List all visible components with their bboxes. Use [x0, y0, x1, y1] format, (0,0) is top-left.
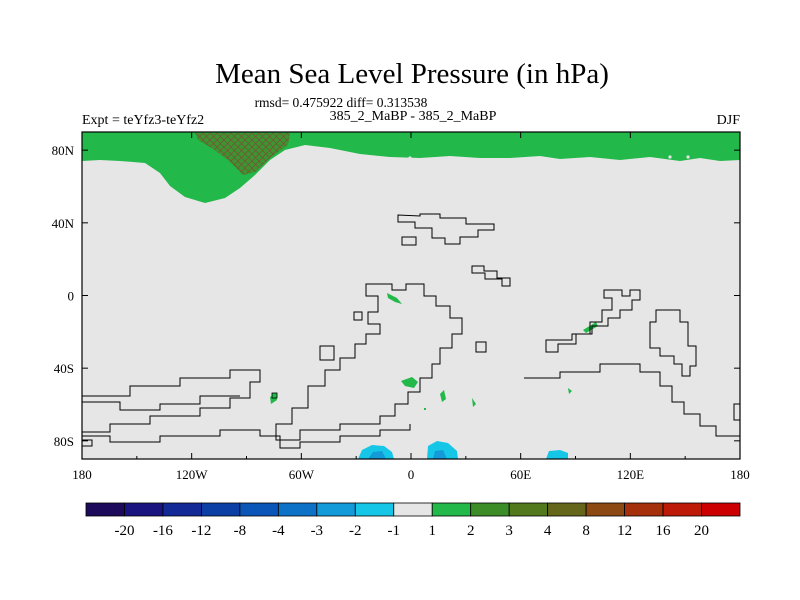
colorbar-label: -4	[272, 523, 285, 539]
stats-label: rmsd= 0.475922 diff= 0.313538	[255, 95, 428, 110]
colorbar-swatch	[201, 502, 241, 517]
y-axis: 80N 40N 0 40S 80S	[52, 143, 740, 449]
coast-madagascar	[475, 341, 487, 353]
x-tick-label: 180	[730, 467, 750, 482]
coast-africa	[275, 283, 463, 441]
expt-label: Expt = teYfz3-teYfz2	[82, 113, 204, 128]
colorbar-label: 16	[656, 523, 672, 539]
antarctic-negative-region-inner	[368, 451, 386, 459]
colorbar-swatch	[624, 502, 664, 517]
coast-small-island	[353, 311, 363, 321]
y-tick-label: 40N	[52, 216, 75, 231]
colorbar-label: 2	[467, 523, 475, 539]
coast-antarctic-left	[82, 439, 93, 447]
y-tick-label: 0	[68, 289, 75, 304]
colorbar-label: 20	[694, 523, 709, 539]
colorbar-label: -20	[114, 523, 134, 539]
coast-europe	[397, 213, 495, 245]
colorbar-label: -1	[388, 523, 401, 539]
chart-title: Mean Sea Level Pressure (in hPa)	[215, 58, 609, 90]
colorbar-label: -2	[349, 523, 362, 539]
southern-positive-patch	[271, 392, 278, 399]
tropical-positive-patch	[387, 293, 402, 304]
coastlines	[82, 213, 740, 449]
colorbar-swatch	[585, 502, 625, 517]
x-tick-label: 120E	[617, 467, 645, 482]
antarctic-negative-region	[546, 450, 568, 459]
colorbar-label: 1	[428, 523, 436, 539]
north-speck	[408, 156, 412, 160]
colorbar-swatch	[277, 502, 318, 517]
x-tick-label: 180	[72, 467, 92, 482]
coast-small-island	[319, 345, 335, 361]
colorbar-swatch	[85, 502, 125, 517]
coast-small-box	[401, 236, 417, 246]
north-speck	[686, 155, 690, 159]
y-tick-label: 80S	[54, 434, 74, 449]
colorbar-swatch	[701, 502, 741, 517]
colorbar-label: 8	[582, 523, 590, 539]
colorbar-swatch	[508, 502, 549, 517]
southern-positive-patch	[401, 377, 418, 388]
southern-positive-patch	[440, 390, 446, 402]
colorbar-label: 3	[505, 523, 513, 539]
colorbar-swatch	[239, 502, 279, 517]
coast-arabia	[471, 265, 511, 287]
colorbar-swatch	[393, 502, 433, 517]
colorbar-swatch	[547, 502, 587, 517]
x-tick-label: 0	[408, 467, 415, 482]
colorbar-swatch	[124, 502, 164, 517]
y-tick-label: 40S	[54, 361, 74, 376]
x-axis: 180 120W 60W 0 60E 120E 180	[72, 132, 750, 482]
colorbar-label: -12	[191, 523, 211, 539]
season-label: DJF	[717, 113, 741, 128]
coast-antarctic-peninsula	[82, 424, 411, 449]
north-speck	[158, 179, 162, 183]
colorbar-swatch	[431, 502, 472, 517]
colorbar-label: 12	[617, 523, 632, 539]
coast-southern-indian	[524, 363, 740, 437]
southern-positive-patch	[568, 388, 572, 394]
colorbar-swatch	[354, 502, 395, 517]
colorbar-swatch	[316, 502, 356, 517]
southern-positive-patch	[472, 398, 476, 407]
colorbar: -20 -16 -12 -8 -4 -3 -2 -1 1 2 3 4 8 12 16 20	[85, 502, 741, 539]
x-tick-label: 120W	[176, 467, 209, 482]
x-tick-label: 60W	[289, 467, 315, 482]
colorbar-label: 4	[544, 523, 552, 539]
y-tick-label: 80N	[52, 143, 75, 158]
north-speck	[668, 155, 672, 159]
coast-australia	[545, 289, 641, 353]
colorbar-label: -8	[234, 523, 247, 539]
x-tick-label: 60E	[510, 467, 531, 482]
colorbar-swatch	[662, 502, 702, 517]
colorbar-label: -16	[153, 523, 173, 539]
colorbar-swatch	[162, 502, 202, 517]
map-field	[82, 132, 740, 459]
colorbar-label: -3	[311, 523, 324, 539]
case-label: 385_2_MaBP - 385_2_MaBP	[330, 109, 497, 124]
coast-south-america	[82, 369, 261, 433]
southern-positive-patch	[424, 408, 426, 410]
coast-australia-main	[649, 309, 697, 377]
colorbar-swatch	[470, 502, 510, 517]
significance-hatch	[195, 133, 290, 175]
coast-southern-indian-2	[733, 403, 740, 421]
coast-south-america-2	[82, 395, 240, 411]
antarctic-negative-region-inner	[433, 450, 447, 459]
